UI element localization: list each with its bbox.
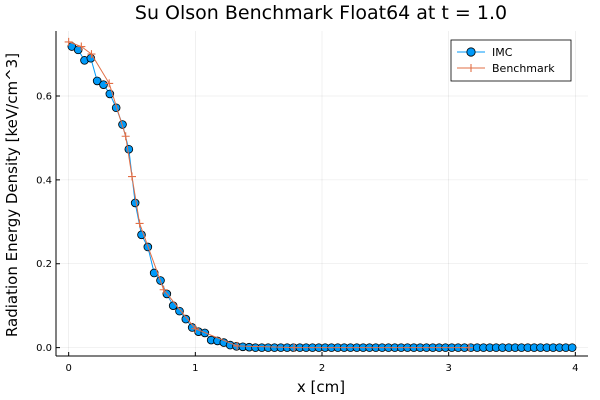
y-axis-title: Radiation Energy Density [keV/cm^3] [3, 53, 21, 337]
legend-marker [466, 47, 476, 57]
data-point [290, 343, 299, 352]
data-point [64, 37, 73, 46]
x-tick-label: 3 [445, 363, 451, 374]
data-point [121, 132, 130, 141]
series-line [68, 41, 469, 349]
x-tick-label: 1 [192, 363, 198, 374]
data-point [105, 79, 114, 88]
data-point [99, 80, 108, 89]
data-point [233, 341, 242, 350]
data-point [181, 314, 191, 324]
data-point [159, 285, 168, 294]
data-point [135, 219, 144, 228]
y-tick-label: 0.0 [36, 343, 52, 354]
data-point [175, 306, 184, 316]
legend-marker [467, 64, 475, 72]
ticks: 0 1 2 3 4 0.0 0.2 0.4 0.6 [36, 92, 578, 375]
data-point [130, 198, 140, 208]
y-tick-label: 0.2 [36, 259, 52, 270]
x-tick-label: 0 [65, 363, 71, 374]
legend: IMC Benchmark [450, 39, 572, 82]
data-point [191, 324, 200, 333]
data-point [77, 42, 86, 51]
y-tick-label: 0.6 [36, 92, 52, 103]
x-tick-label: 4 [572, 363, 578, 374]
data-point [168, 301, 178, 310]
legend-box [450, 39, 572, 82]
series-benchmark [64, 37, 473, 352]
legend-label: Benchmark [492, 62, 555, 75]
data-point [111, 103, 121, 113]
data-point [124, 144, 134, 154]
chart-title: Su Olson Benchmark Float64 at t = 1.0 [135, 2, 507, 24]
legend-label: IMC [492, 46, 513, 59]
data-point [128, 172, 136, 181]
data-point [464, 343, 473, 352]
y-tick-label: 0.4 [36, 175, 52, 186]
series-layer [64, 37, 577, 352]
data-point [187, 323, 197, 332]
data-point [87, 50, 96, 59]
x-axis-title: x [cm] [297, 378, 345, 396]
x-tick-label: 2 [319, 363, 325, 374]
data-point [92, 76, 102, 86]
data-point [567, 343, 577, 352]
